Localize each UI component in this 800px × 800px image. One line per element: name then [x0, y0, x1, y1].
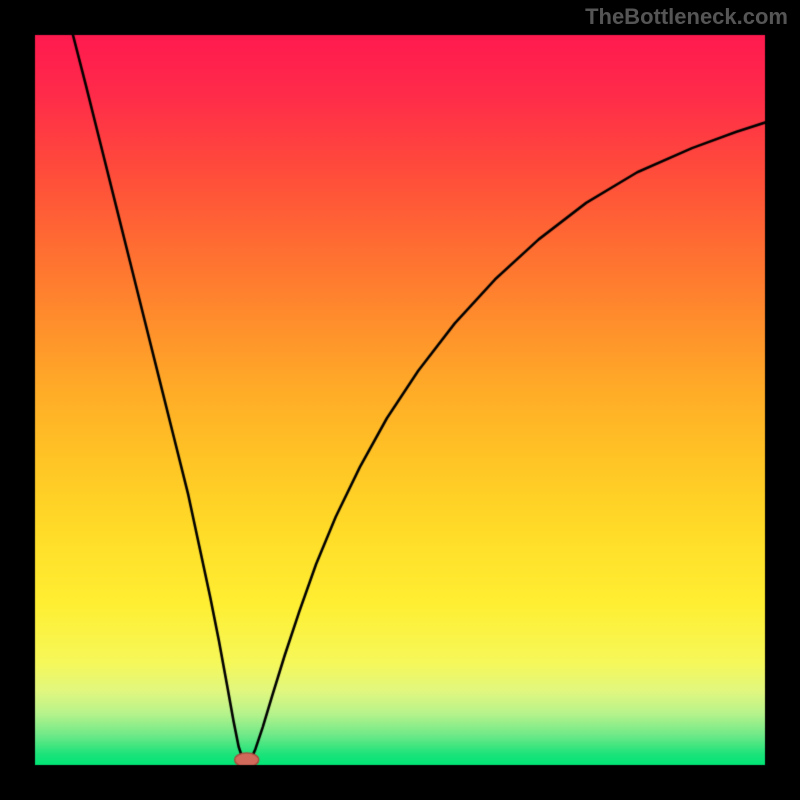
chart-canvas: [0, 0, 800, 800]
bottleneck-chart: TheBottleneck.com: [0, 0, 800, 800]
